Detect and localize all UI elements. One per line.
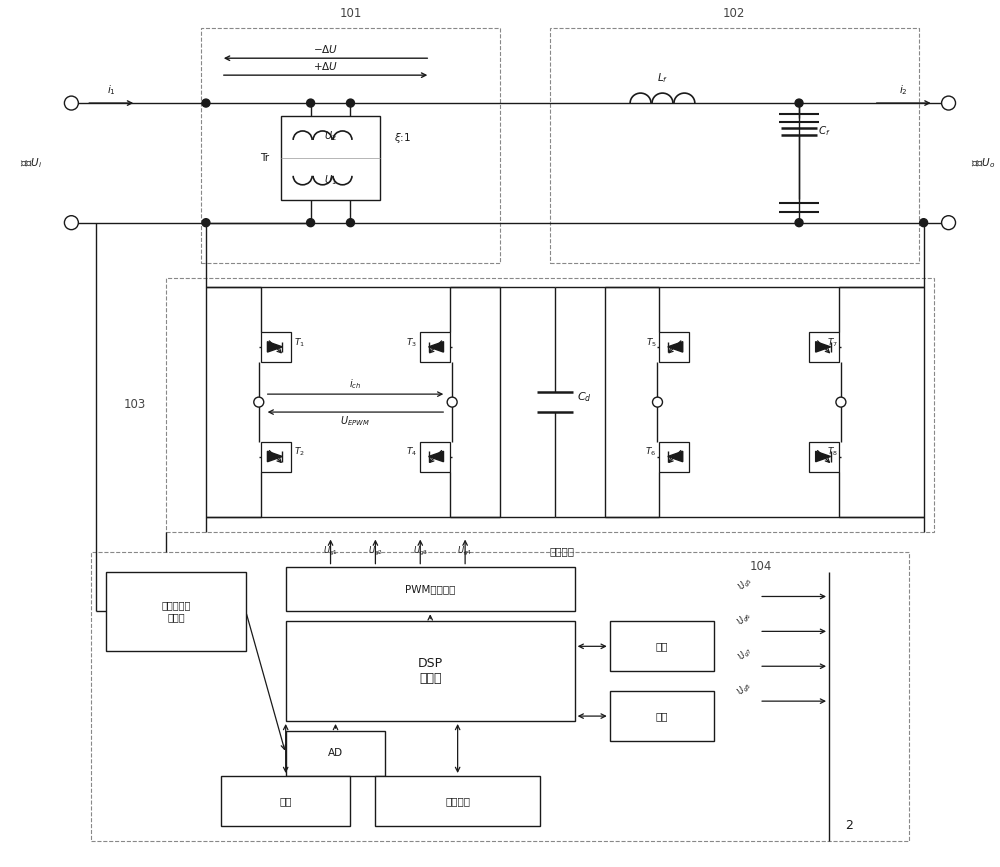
Circle shape: [202, 218, 210, 226]
Text: $T_4$: $T_4$: [406, 446, 417, 458]
Circle shape: [942, 96, 956, 110]
Text: $T_6$: $T_6$: [645, 446, 656, 458]
Text: $T_3$: $T_3$: [406, 336, 417, 349]
Circle shape: [942, 216, 956, 230]
Bar: [281, 115, 380, 200]
Polygon shape: [816, 451, 831, 462]
Circle shape: [64, 96, 78, 110]
Text: 101: 101: [339, 7, 362, 20]
Circle shape: [795, 99, 803, 107]
Text: $U_{g6}$: $U_{g6}$: [735, 610, 755, 629]
Bar: [286, 622, 575, 721]
Bar: [610, 691, 714, 741]
Circle shape: [202, 99, 210, 107]
Polygon shape: [668, 342, 683, 352]
Text: 输出$U_o$: 输出$U_o$: [971, 156, 996, 170]
Polygon shape: [267, 451, 282, 462]
Bar: [221, 776, 350, 825]
Circle shape: [307, 218, 315, 226]
Text: 保护电路: 保护电路: [445, 796, 470, 805]
Circle shape: [795, 218, 803, 226]
Text: $\xi$:1: $\xi$:1: [394, 131, 411, 145]
Bar: [420, 442, 450, 472]
Bar: [206, 288, 500, 517]
Text: 2: 2: [845, 819, 853, 832]
Text: $i_2$: $i_2$: [899, 83, 908, 97]
Text: $U_{g7}$: $U_{g7}$: [735, 644, 755, 664]
Bar: [809, 332, 839, 362]
Polygon shape: [816, 342, 831, 352]
Text: $T_5$: $T_5$: [646, 336, 656, 349]
Polygon shape: [668, 451, 683, 462]
Text: $U_{g4}$: $U_{g4}$: [457, 545, 473, 558]
Text: 键盘: 键盘: [656, 711, 668, 721]
Text: $T_7$: $T_7$: [827, 336, 838, 349]
Text: $L_f$: $L_f$: [657, 71, 668, 85]
Circle shape: [346, 99, 354, 107]
Polygon shape: [267, 342, 282, 352]
Bar: [286, 731, 385, 776]
Circle shape: [307, 99, 315, 107]
Circle shape: [254, 397, 264, 407]
Text: $U_{g2}$: $U_{g2}$: [368, 545, 383, 558]
Circle shape: [920, 218, 928, 226]
Text: 输入$U_i$: 输入$U_i$: [20, 156, 43, 170]
Text: DSP
控制器: DSP 控制器: [418, 657, 443, 685]
Bar: [106, 571, 246, 651]
Circle shape: [346, 218, 354, 226]
Text: $T_1$: $T_1$: [294, 336, 305, 349]
Bar: [261, 332, 291, 362]
Polygon shape: [429, 451, 444, 462]
Text: $T_8$: $T_8$: [827, 446, 838, 458]
Bar: [605, 288, 924, 517]
Bar: [659, 442, 689, 472]
Bar: [375, 776, 540, 825]
Text: $C_f$: $C_f$: [818, 125, 830, 139]
Circle shape: [64, 216, 78, 230]
Bar: [420, 332, 450, 362]
Text: $C_d$: $C_d$: [577, 390, 592, 404]
Text: $U_{g8}$: $U_{g8}$: [735, 679, 755, 699]
Text: AD: AD: [328, 748, 343, 759]
Text: 104: 104: [749, 560, 772, 573]
Text: $T_2$: $T_2$: [294, 446, 305, 458]
Bar: [610, 622, 714, 671]
Bar: [550, 29, 919, 263]
Bar: [91, 551, 909, 841]
Text: $U_{g1}$: $U_{g1}$: [323, 545, 338, 558]
Bar: [201, 29, 500, 263]
Text: 102: 102: [723, 7, 745, 20]
Circle shape: [653, 397, 662, 407]
Text: 通信: 通信: [279, 796, 292, 805]
Circle shape: [836, 397, 846, 407]
Bar: [659, 332, 689, 362]
Text: $i_{ch}$: $i_{ch}$: [349, 377, 362, 391]
Text: $U_1$: $U_1$: [324, 173, 337, 186]
Bar: [166, 277, 934, 531]
Bar: [286, 566, 575, 611]
Text: $U_2$: $U_2$: [324, 129, 337, 143]
Text: PWM脉冲发生: PWM脉冲发生: [405, 584, 455, 594]
Text: $U_{g3}$: $U_{g3}$: [413, 545, 428, 558]
Circle shape: [447, 397, 457, 407]
Text: 显示: 显示: [656, 642, 668, 651]
Bar: [809, 442, 839, 472]
Text: $+\Delta U$: $+\Delta U$: [313, 60, 338, 72]
Text: $U_{g5}$: $U_{g5}$: [735, 575, 755, 595]
Text: $-\Delta U$: $-\Delta U$: [313, 43, 338, 55]
Text: $i_1$: $i_1$: [107, 83, 116, 97]
Text: Tr: Tr: [260, 153, 269, 163]
Polygon shape: [429, 342, 444, 352]
Text: $U_{EPWM}$: $U_{EPWM}$: [340, 414, 370, 428]
Text: 103: 103: [124, 398, 146, 411]
Bar: [261, 442, 291, 472]
Text: 电压电流采
样电路: 电压电流采 样电路: [161, 601, 191, 623]
Text: 驱动脉冲: 驱动脉冲: [550, 546, 575, 557]
